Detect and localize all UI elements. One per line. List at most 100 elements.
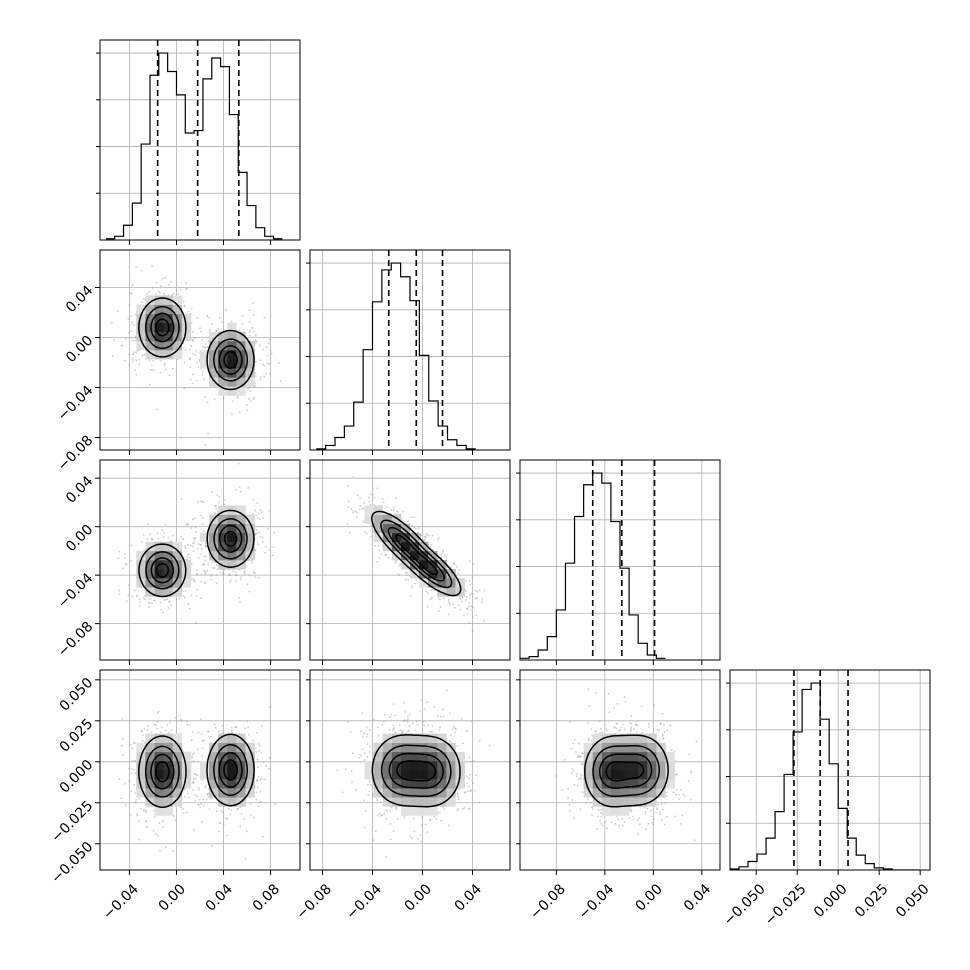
- scatter-point: [363, 732, 366, 735]
- density-cell: [236, 331, 246, 342]
- scatter-point: [190, 345, 193, 347]
- scatter-point: [218, 496, 221, 498]
- scatter-point: [141, 540, 143, 543]
- scatter-point: [160, 726, 163, 729]
- scatter-point: [471, 576, 474, 579]
- density-cell: [136, 304, 146, 314]
- scatter-point: [370, 535, 373, 538]
- scatter-point: [122, 567, 125, 570]
- scatter-point: [191, 382, 194, 385]
- scatter-point: [143, 595, 146, 597]
- scatter-point: [263, 375, 266, 378]
- density-cell: [227, 779, 237, 789]
- scatter-point: [423, 708, 426, 710]
- scatter-point: [159, 359, 162, 362]
- density-cell: [245, 751, 255, 762]
- scatter-point: [439, 606, 442, 608]
- scatter-point: [411, 586, 413, 589]
- scatter-point: [222, 823, 225, 826]
- scatter-point: [468, 560, 471, 563]
- density-cell: [136, 331, 146, 342]
- scatter-point: [252, 739, 255, 742]
- scatter-point: [197, 501, 199, 504]
- scatter-point: [156, 720, 159, 723]
- scatter-point: [207, 787, 210, 790]
- contour-lines: [371, 510, 462, 597]
- scatter-point: [417, 527, 420, 530]
- scatter-point: [143, 598, 146, 601]
- scatter-point: [131, 595, 133, 598]
- scatter-point: [132, 360, 134, 363]
- scatter-point: [120, 797, 123, 800]
- scatter-point: [465, 730, 468, 733]
- density-cell: [227, 560, 237, 570]
- density-cell: [163, 550, 174, 561]
- scatter-point: [352, 509, 355, 512]
- scatter-point: [360, 754, 363, 757]
- scatter-point: [457, 798, 460, 801]
- scatter-point: [468, 593, 471, 596]
- scatter-point: [200, 573, 203, 576]
- scatter-point: [164, 276, 167, 279]
- density-cell: [400, 751, 411, 762]
- scatter-point: [379, 814, 382, 817]
- scatter-point: [401, 731, 404, 734]
- scatter-point: [131, 284, 134, 286]
- scatter-point: [190, 527, 193, 529]
- scatter-point: [483, 619, 485, 622]
- scatter-point: [204, 572, 207, 574]
- scatter-point: [179, 718, 182, 721]
- scatter-point: [170, 729, 173, 732]
- density-cell: [391, 770, 402, 780]
- scatter-point: [368, 501, 370, 503]
- scatter-point: [182, 812, 185, 815]
- density-cell: [391, 541, 402, 552]
- scatter-point: [250, 814, 253, 816]
- scatter-point: [196, 803, 199, 806]
- scatter-point: [255, 532, 258, 535]
- scatter-point: [211, 323, 214, 325]
- scatter-point: [431, 725, 434, 727]
- density-cell: [410, 806, 420, 816]
- scatter-point: [430, 543, 433, 546]
- scatter-point: [180, 536, 183, 538]
- density-cell: [209, 340, 219, 351]
- scatter-point: [251, 327, 254, 329]
- density-cell: [218, 359, 228, 369]
- scatter-point: [142, 596, 145, 599]
- panel-frame: [99, 669, 301, 871]
- scatter-point: [382, 720, 385, 723]
- scatter-point: [255, 514, 258, 517]
- scatter-point: [451, 728, 454, 731]
- scatter-point: [211, 573, 213, 576]
- scatter-point: [252, 313, 255, 316]
- scatter-point: [262, 348, 264, 351]
- scatter-point: [394, 562, 397, 565]
- scatter-point: [367, 794, 370, 796]
- scatter-point: [127, 317, 130, 320]
- scatter-point: [407, 578, 410, 581]
- scatter-point: [390, 509, 393, 511]
- scatter-point: [159, 371, 162, 374]
- scatter-point: [253, 816, 256, 819]
- scatter-point: [468, 579, 471, 582]
- scatter-point: [449, 734, 452, 737]
- scatter-point: [446, 689, 449, 692]
- scatter-point: [471, 616, 474, 618]
- contour-level: [155, 759, 239, 783]
- density-cell: [364, 514, 374, 524]
- density-cell: [209, 550, 219, 561]
- density-cell: [419, 569, 429, 579]
- scatter-point: [136, 814, 139, 817]
- scatter-point: [154, 816, 156, 819]
- density-cell: [373, 514, 384, 524]
- scatter-point: [469, 583, 472, 586]
- scatter-point: [206, 315, 209, 317]
- contour-level: [144, 305, 249, 382]
- scatter-point: [133, 324, 135, 327]
- density-cell: [373, 770, 384, 780]
- scatter-point: [469, 790, 472, 793]
- scatter-point: [202, 501, 205, 504]
- density-cell: [172, 304, 183, 314]
